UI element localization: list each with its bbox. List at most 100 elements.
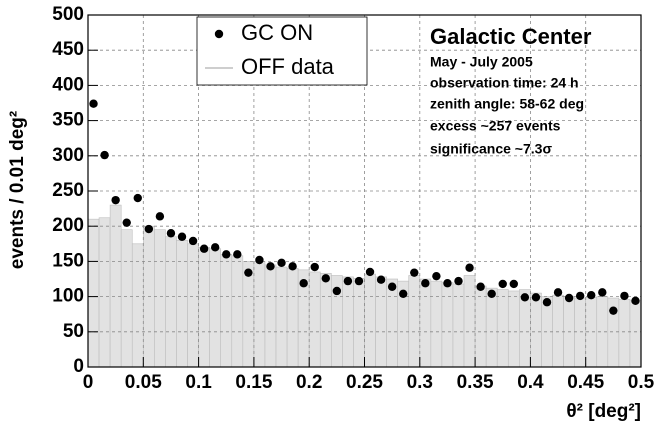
histogram-bar <box>109 204 122 368</box>
histogram-bar <box>408 275 421 368</box>
x-tick-label: 0.05 <box>125 372 162 393</box>
data-point <box>321 274 330 283</box>
histogram-bar <box>308 271 321 368</box>
y-tick-label: 100 <box>52 286 84 307</box>
data-point <box>620 291 629 301</box>
data-point <box>432 271 441 281</box>
data-point <box>332 286 342 296</box>
data-point <box>399 289 408 298</box>
histogram-bar <box>496 289 509 368</box>
data-point <box>155 212 165 221</box>
histogram-bar <box>87 218 100 368</box>
histogram-bar <box>474 285 487 368</box>
data-point <box>410 268 419 277</box>
data-point <box>443 279 452 288</box>
y-tick-label: 0 <box>73 356 84 377</box>
x-tick-label: 0.35 <box>457 372 494 393</box>
histogram-bar <box>353 277 365 368</box>
y-tick-label: 250 <box>52 180 84 201</box>
data-point <box>365 267 375 277</box>
data-point <box>553 288 563 297</box>
x-tick-label: 0 <box>83 372 94 393</box>
histogram-bar <box>618 299 631 368</box>
data-point <box>199 244 209 253</box>
data-point <box>89 99 98 108</box>
data-point <box>598 288 607 297</box>
data-point <box>177 232 187 241</box>
data-point <box>498 279 507 289</box>
data-point <box>531 293 541 302</box>
data-point <box>421 279 430 288</box>
histogram-bar <box>176 239 188 368</box>
histogram-bar <box>154 229 166 368</box>
histogram-bar <box>507 290 520 368</box>
histogram-bar <box>463 275 476 368</box>
legend-label: OFF data <box>241 54 335 79</box>
histogram-bar <box>574 297 587 368</box>
annotation-title: Galactic Center <box>430 24 592 49</box>
data-point <box>111 195 120 205</box>
histogram-bar <box>275 266 288 368</box>
data-point <box>133 193 142 203</box>
x-tick-label: 0.4 <box>517 372 544 393</box>
x-tick-label: 0.3 <box>407 372 433 393</box>
histogram-bar <box>485 287 498 368</box>
data-point <box>476 282 485 291</box>
data-point <box>343 276 353 286</box>
histogram-bar <box>319 273 332 368</box>
y-tick-label: 300 <box>52 145 84 166</box>
data-point <box>299 279 308 288</box>
histogram-bar <box>165 236 177 368</box>
annotation: observation time: 24 h <box>430 75 579 91</box>
histogram-bar <box>220 254 233 368</box>
data-point <box>575 291 585 301</box>
histogram-bar <box>364 273 376 368</box>
y-tick-label: 450 <box>52 39 84 60</box>
y-tick-label: 200 <box>52 215 84 236</box>
data-point <box>387 282 397 291</box>
histogram-bar <box>98 217 111 368</box>
annotation: May - July 2005 <box>430 54 533 70</box>
data-point <box>144 224 154 234</box>
data-point <box>542 298 552 307</box>
data-point <box>609 306 618 315</box>
histogram-bar <box>629 299 642 368</box>
data-point <box>564 293 574 303</box>
x-axis-label: θ² [deg²] <box>566 401 641 422</box>
data-point <box>487 289 496 298</box>
data-point <box>354 276 364 286</box>
data-point <box>122 218 131 227</box>
plot-frame <box>87 14 642 368</box>
histogram-bar <box>419 278 432 368</box>
data-point <box>631 296 640 306</box>
data-point <box>222 250 231 259</box>
histogram-bar <box>198 247 210 368</box>
histogram-bar <box>187 243 199 368</box>
histogram-bar <box>242 261 255 368</box>
data-point <box>520 293 530 302</box>
y-tick-label: 150 <box>52 250 84 271</box>
x-tick-label: 0.5 <box>628 372 655 393</box>
data-point <box>277 258 286 268</box>
data-point <box>244 268 253 277</box>
data-point <box>188 236 198 246</box>
data-point <box>233 250 242 259</box>
data-point <box>454 276 463 286</box>
data-point <box>166 229 176 238</box>
x-tick-label: 0.1 <box>185 372 212 393</box>
data-point <box>587 290 596 300</box>
histogram-bar <box>375 276 387 368</box>
x-tick-label: 0.15 <box>235 372 272 393</box>
legend-label: GC ON <box>241 20 313 45</box>
histogram-bar <box>286 268 299 368</box>
x-tick-label: 0.2 <box>296 372 322 393</box>
annotation: significance ~7.3σ <box>430 141 552 157</box>
histogram-bar <box>231 255 244 368</box>
histogram-bar <box>131 243 144 368</box>
data-point <box>210 243 220 252</box>
data-point <box>266 262 275 271</box>
legend-box <box>196 16 368 86</box>
data-point <box>376 275 386 284</box>
histogram-bar <box>253 261 266 368</box>
